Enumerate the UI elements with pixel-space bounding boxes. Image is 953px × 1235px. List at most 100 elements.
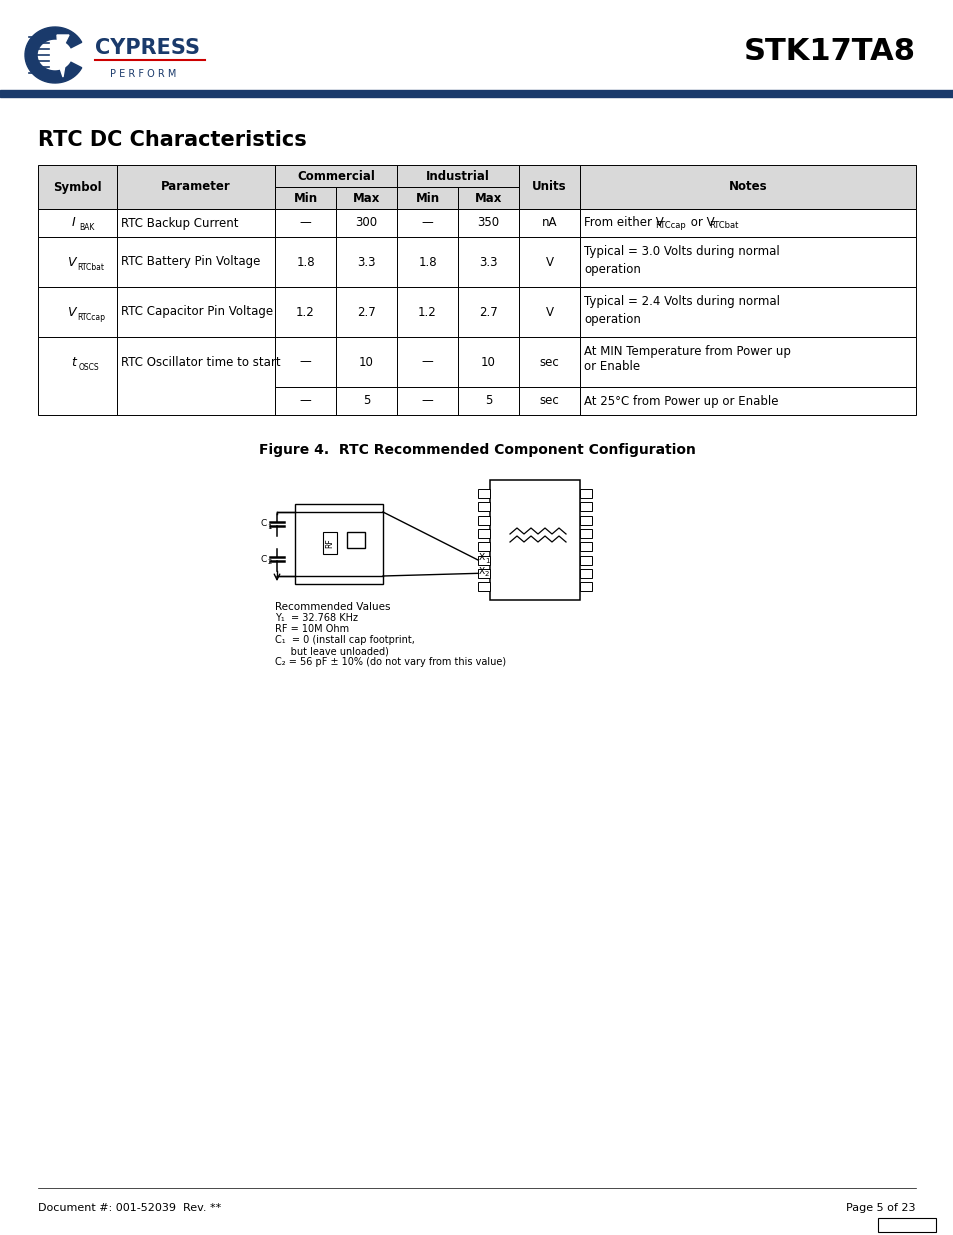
Bar: [477, 503, 490, 511]
Text: OSCS: OSCS: [78, 363, 99, 372]
Text: At 25°C from Power up or Enable: At 25°C from Power up or Enable: [583, 394, 778, 408]
Text: From either V: From either V: [583, 216, 663, 230]
Bar: [579, 542, 592, 551]
Text: 1.8: 1.8: [295, 256, 314, 268]
Bar: [579, 237, 915, 287]
Text: RF: RF: [325, 538, 335, 548]
Bar: [38, 209, 117, 237]
Bar: [579, 556, 592, 564]
Bar: [579, 337, 915, 387]
Bar: [518, 237, 579, 287]
Text: C₂ = 56 pF ± 10% (do not vary from this value): C₂ = 56 pF ± 10% (do not vary from this …: [274, 657, 506, 667]
Text: RTC Oscillator time to start: RTC Oscillator time to start: [121, 356, 280, 368]
Bar: [117, 337, 274, 415]
Bar: [457, 337, 518, 387]
Bar: [396, 209, 457, 237]
Bar: [457, 209, 518, 237]
Bar: [579, 582, 592, 592]
Text: Commercial: Commercial: [296, 169, 375, 183]
Bar: [274, 237, 335, 287]
Text: sec: sec: [539, 356, 558, 368]
Text: RTCcap: RTCcap: [655, 221, 685, 231]
Bar: [579, 165, 915, 209]
Text: —: —: [299, 356, 311, 368]
Text: —: —: [421, 394, 433, 408]
Text: Recommended Values: Recommended Values: [274, 601, 390, 613]
Bar: [477, 542, 490, 551]
Bar: [274, 337, 335, 387]
Bar: [477, 489, 490, 498]
Bar: [477, 529, 490, 537]
Text: C: C: [260, 520, 267, 529]
Bar: [579, 287, 915, 337]
Text: Max: Max: [475, 191, 501, 205]
Bar: [396, 237, 457, 287]
Text: V: V: [67, 256, 75, 268]
Bar: [117, 287, 274, 337]
Text: 10: 10: [358, 356, 374, 368]
Text: RTCcap: RTCcap: [77, 312, 106, 321]
Text: X: X: [478, 553, 485, 562]
Bar: [579, 209, 915, 237]
Text: BAK: BAK: [79, 224, 94, 232]
Text: Units: Units: [532, 180, 566, 194]
Bar: [518, 387, 579, 415]
Text: Typical = 3.0 Volts during normal: Typical = 3.0 Volts during normal: [583, 246, 779, 258]
Bar: [117, 165, 274, 209]
Bar: [457, 287, 518, 337]
Bar: [579, 387, 915, 415]
Bar: [347, 532, 365, 548]
Bar: [477, 515, 490, 525]
Text: —: —: [299, 216, 311, 230]
Bar: [335, 237, 396, 287]
Bar: [457, 237, 518, 287]
Text: operation: operation: [583, 312, 640, 326]
Bar: [294, 504, 382, 584]
Text: C₁  = 0 (install cap footprint,: C₁ = 0 (install cap footprint,: [274, 635, 415, 645]
Bar: [477, 556, 490, 564]
Text: 2: 2: [484, 572, 489, 577]
Text: RTC Capacitor Pin Voltage: RTC Capacitor Pin Voltage: [121, 305, 273, 319]
Text: 3.3: 3.3: [478, 256, 497, 268]
Bar: [477, 582, 490, 592]
Text: Industrial: Industrial: [426, 169, 490, 183]
Bar: [274, 209, 335, 237]
Text: —: —: [299, 394, 311, 408]
Text: —: —: [421, 216, 433, 230]
Text: RTC Backup Current: RTC Backup Current: [121, 216, 238, 230]
Text: sec: sec: [539, 394, 558, 408]
Bar: [117, 209, 274, 237]
Bar: [877, 1218, 935, 1233]
Bar: [396, 165, 518, 186]
Text: I: I: [71, 216, 75, 230]
Text: RTC Battery Pin Voltage: RTC Battery Pin Voltage: [121, 256, 260, 268]
Text: 350: 350: [476, 216, 499, 230]
Text: but leave unloaded): but leave unloaded): [274, 646, 389, 656]
Text: Document #: 001-52039  Rev. **: Document #: 001-52039 Rev. **: [38, 1203, 221, 1213]
Bar: [396, 186, 457, 209]
Text: CYPRESS: CYPRESS: [95, 38, 200, 58]
Text: 10: 10: [480, 356, 496, 368]
Text: V: V: [67, 305, 75, 319]
Circle shape: [498, 484, 509, 494]
Text: RTCbat: RTCbat: [77, 263, 105, 272]
Text: t: t: [71, 356, 76, 368]
Text: 1: 1: [267, 524, 272, 530]
Polygon shape: [57, 35, 73, 77]
Bar: [335, 186, 396, 209]
Text: —: —: [421, 356, 433, 368]
Bar: [518, 209, 579, 237]
Text: Y₁  = 32.768 KHz: Y₁ = 32.768 KHz: [274, 613, 357, 622]
Bar: [274, 287, 335, 337]
Text: STK17TA8: STK17TA8: [743, 37, 915, 67]
Text: P E R F O R M: P E R F O R M: [110, 69, 176, 79]
Text: Max: Max: [353, 191, 380, 205]
Bar: [38, 337, 117, 415]
Bar: [274, 186, 335, 209]
Bar: [396, 287, 457, 337]
Text: 5: 5: [484, 394, 492, 408]
Bar: [579, 529, 592, 537]
Text: 2.7: 2.7: [478, 305, 497, 319]
Polygon shape: [25, 27, 82, 83]
Bar: [518, 165, 579, 209]
